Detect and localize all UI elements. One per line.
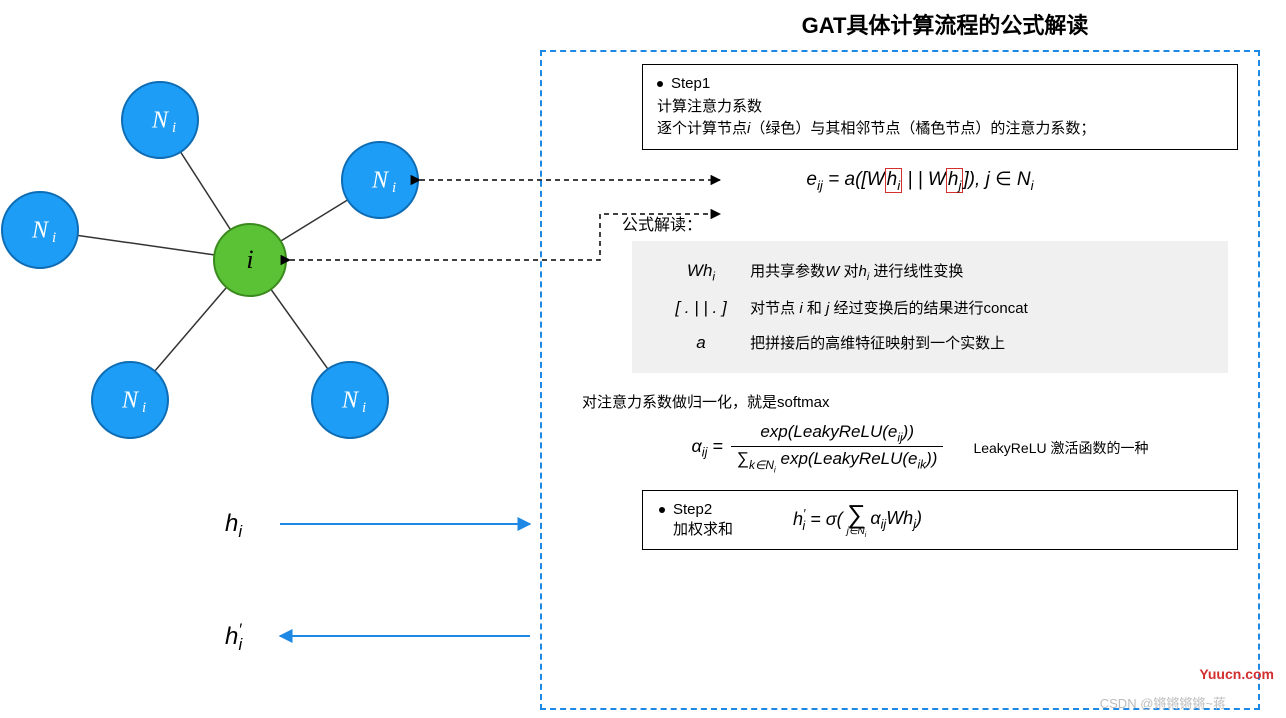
term-a: a xyxy=(656,325,746,361)
leakyrelu-note: LeakyReLU 激活函数的一种 xyxy=(973,438,1148,458)
svg-text:i: i xyxy=(362,400,366,416)
explain-label: 公式解读： xyxy=(622,211,1238,235)
watermark-yuucn: Yuucn.com xyxy=(1199,666,1274,682)
svg-text:i: i xyxy=(246,245,253,274)
right-panel: Step1 计算注意力系数 逐个计算节点i（绿色）与其相邻节点（橘色节点）的注意… xyxy=(540,50,1260,710)
formula-alpha: αij = exp(LeakyReLU(eij)) ∑k∈Ni exp(Leak… xyxy=(602,420,1238,476)
term-concat: [ . | | . ] xyxy=(656,290,746,326)
term-whi: Whi xyxy=(656,253,746,289)
page-title: GAT具体计算流程的公式解读 xyxy=(670,8,1220,40)
svg-text:N: N xyxy=(341,388,360,414)
svg-text:i: i xyxy=(52,230,56,246)
step1-box: Step1 计算注意力系数 逐个计算节点i（绿色）与其相邻节点（橘色节点）的注意… xyxy=(642,64,1238,150)
svg-text:N: N xyxy=(121,388,140,414)
formula-hprime: h′i = σ( ∑ j∈Ni αijWhj) xyxy=(793,501,922,539)
svg-text:N: N xyxy=(31,218,50,244)
svg-text:i: i xyxy=(392,180,396,196)
svg-text:i: i xyxy=(172,120,176,136)
softmax-label: 对注意力系数做归一化，就是softmax xyxy=(582,391,1238,412)
hi-prime-label: h′i xyxy=(225,620,242,655)
svg-text:N: N xyxy=(151,108,170,134)
watermark-csdn: CSDN @锵锵锵锵~蒋 xyxy=(1100,693,1226,712)
svg-text:i: i xyxy=(142,400,146,416)
formula-eij: eij = a([Whi | | Whj]), j ∈ Ni xyxy=(602,168,1238,194)
step2-box: Step2 加权求和 h′i = σ( ∑ j∈Ni αijWhj) xyxy=(642,490,1238,550)
graph-diagram: NiNiNiNiNii xyxy=(0,60,540,500)
explain-panel: Whi 用共享参数W 对hi 进行线性变换 [ . | | . ] 对节点 i … xyxy=(632,241,1228,373)
svg-text:N: N xyxy=(371,168,390,194)
hi-label: hi xyxy=(225,510,242,542)
